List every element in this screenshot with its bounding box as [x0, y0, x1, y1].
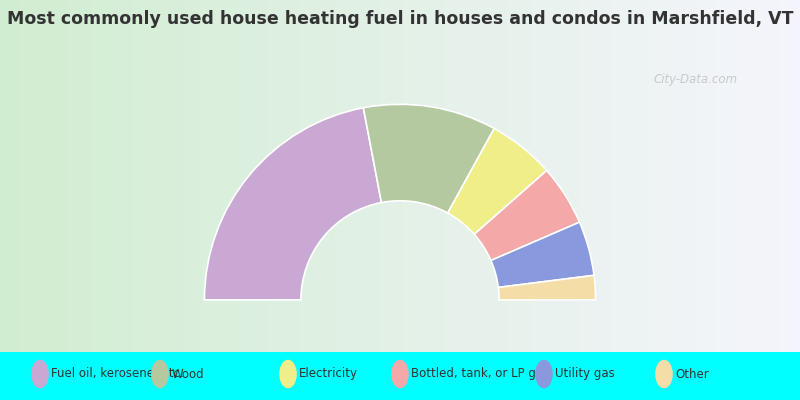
Text: Fuel oil, kerosene, etc.: Fuel oil, kerosene, etc. — [51, 368, 184, 380]
Text: City-Data.com: City-Data.com — [654, 74, 738, 86]
Text: Electricity: Electricity — [299, 368, 358, 380]
Wedge shape — [498, 275, 595, 300]
Ellipse shape — [31, 360, 49, 388]
Ellipse shape — [151, 360, 169, 388]
Wedge shape — [205, 108, 382, 300]
Text: Bottled, tank, or LP gas: Bottled, tank, or LP gas — [411, 368, 550, 380]
Wedge shape — [491, 222, 594, 288]
Ellipse shape — [535, 360, 553, 388]
Text: Most commonly used house heating fuel in houses and condos in Marshfield, VT: Most commonly used house heating fuel in… — [6, 10, 794, 28]
Ellipse shape — [279, 360, 297, 388]
Text: Wood: Wood — [171, 368, 204, 380]
Text: Utility gas: Utility gas — [555, 368, 615, 380]
Text: Other: Other — [675, 368, 709, 380]
Ellipse shape — [391, 360, 409, 388]
Wedge shape — [474, 170, 579, 260]
Wedge shape — [363, 104, 494, 213]
Ellipse shape — [655, 360, 673, 388]
Wedge shape — [448, 128, 546, 234]
